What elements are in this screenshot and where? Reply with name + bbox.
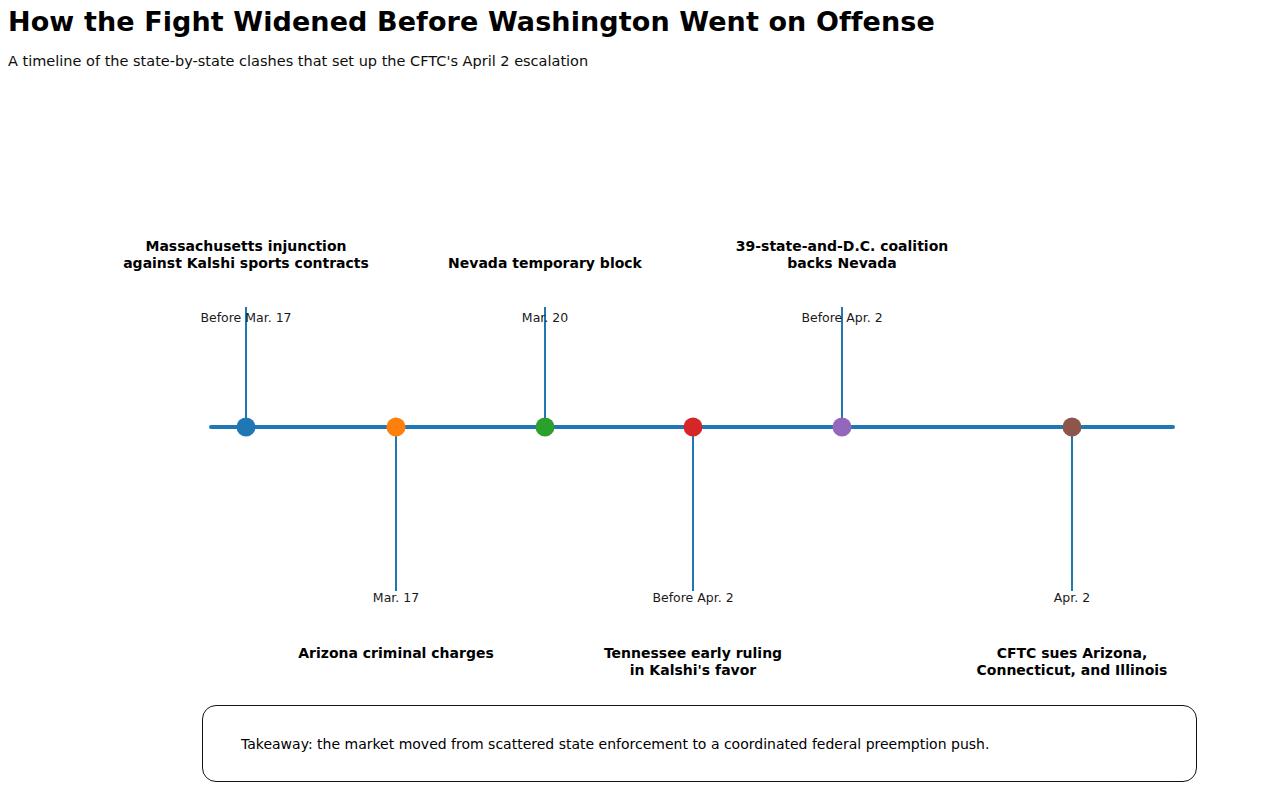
event-marker-dot	[833, 418, 852, 437]
event-stem	[245, 307, 248, 428]
event-marker-dot	[536, 418, 555, 437]
timeline-chart: Massachusetts injunction against Kalshi …	[0, 0, 1275, 794]
event-label: 39-state-and-D.C. coalition backs Nevada	[736, 238, 948, 271]
event-label: Nevada temporary block	[448, 255, 642, 272]
event-date: Before Apr. 2	[652, 590, 733, 605]
event-marker-dot	[387, 418, 406, 437]
event-date: Mar. 17	[373, 590, 419, 605]
event-label: Arizona criminal charges	[298, 645, 494, 662]
event-label: CFTC sues Arizona, Connecticut, and Illi…	[977, 645, 1168, 678]
event-label: Massachusetts injunction against Kalshi …	[123, 238, 369, 271]
event-stem	[544, 307, 547, 428]
takeaway-box: Takeaway: the market moved from scattere…	[202, 705, 1197, 782]
event-stem	[841, 307, 844, 428]
event-stem	[1071, 427, 1074, 591]
takeaway-text: Takeaway: the market moved from scattere…	[241, 736, 989, 752]
event-date: Before Apr. 2	[801, 310, 882, 325]
event-stem	[395, 427, 398, 591]
event-marker-dot	[684, 418, 703, 437]
event-date: Before Mar. 17	[200, 310, 291, 325]
event-stem	[692, 427, 695, 591]
event-label: Tennessee early ruling in Kalshi's favor	[604, 645, 782, 678]
event-date: Apr. 2	[1054, 590, 1090, 605]
event-marker-dot	[1063, 418, 1082, 437]
event-date: Mar. 20	[522, 310, 568, 325]
event-marker-dot	[237, 418, 256, 437]
